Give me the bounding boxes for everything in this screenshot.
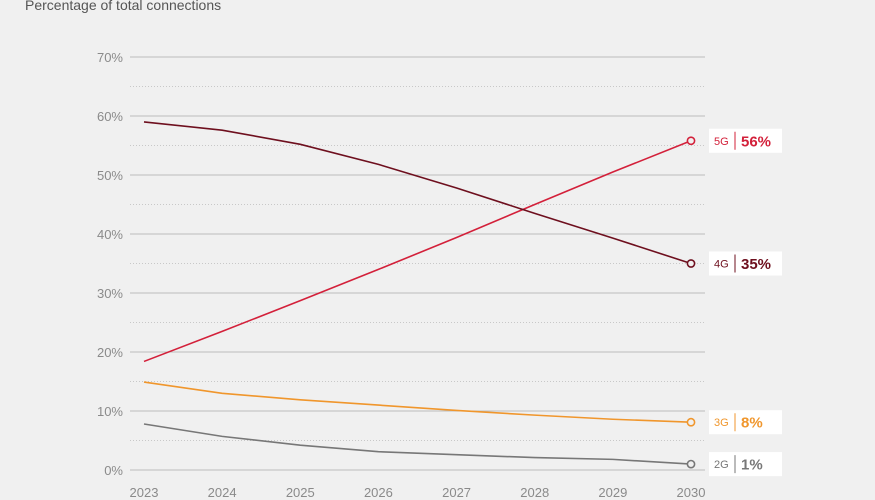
chart-subtitle: Percentage of total connections <box>25 0 222 13</box>
series-name-label: 5G <box>714 136 729 148</box>
series-lines <box>143 121 692 465</box>
series-name-label: 3G <box>714 417 729 429</box>
x-tick-label: 2024 <box>208 485 237 500</box>
series-value-label: 56% <box>741 133 771 150</box>
grid-lines <box>130 56 705 471</box>
y-tick-label: 40% <box>97 227 123 242</box>
x-tick-label: 2028 <box>520 485 549 500</box>
x-tick-label: 2026 <box>364 485 393 500</box>
x-tick-label: 2025 <box>286 485 315 500</box>
x-tick-label: 2029 <box>598 485 627 500</box>
series-line-5g <box>143 140 692 363</box>
y-tick-label: 10% <box>97 404 123 419</box>
y-tick-label: 20% <box>97 345 123 360</box>
end-labels: 5G 56% 4G 35% 3G 8% 2G 1% <box>709 128 782 477</box>
x-axis-ticks: 2023 2024 2025 2026 2027 2028 2029 2030 <box>130 485 706 500</box>
end-label-box <box>709 251 782 276</box>
end-label-5g: 5G 56% <box>709 128 782 153</box>
y-axis-ticks: 0% 10% 20% 30% 40% 50% 60% 70% <box>97 50 123 478</box>
end-markers <box>686 136 696 469</box>
y-tick-label: 70% <box>97 50 123 65</box>
end-label-2g: 2G 1% <box>709 452 782 477</box>
series-name-label: 2G <box>714 459 729 471</box>
series-name-label: 4G <box>714 259 729 271</box>
series-value-label: 35% <box>741 256 771 273</box>
end-marker-5g <box>686 136 696 146</box>
end-label-box <box>709 452 782 477</box>
end-label-box <box>709 128 782 153</box>
end-marker-3g <box>686 417 696 427</box>
y-tick-label: 0% <box>104 463 123 478</box>
series-line-4g <box>143 121 692 265</box>
end-label-box <box>709 410 782 435</box>
series-line-2g <box>143 423 692 465</box>
x-tick-label: 2030 <box>677 485 706 500</box>
end-marker-2g <box>686 459 696 469</box>
series-line-3g <box>143 381 692 424</box>
end-label-3g: 3G 8% <box>709 410 782 435</box>
series-value-label: 8% <box>741 415 763 432</box>
y-tick-label: 30% <box>97 286 123 301</box>
end-marker-4g <box>686 259 696 268</box>
x-tick-label: 2027 <box>442 485 471 500</box>
end-label-4g: 4G 35% <box>709 251 782 276</box>
series-value-label: 1% <box>741 457 763 474</box>
y-tick-label: 50% <box>97 168 123 183</box>
x-tick-label: 2023 <box>130 485 159 500</box>
y-tick-label: 60% <box>97 109 123 124</box>
